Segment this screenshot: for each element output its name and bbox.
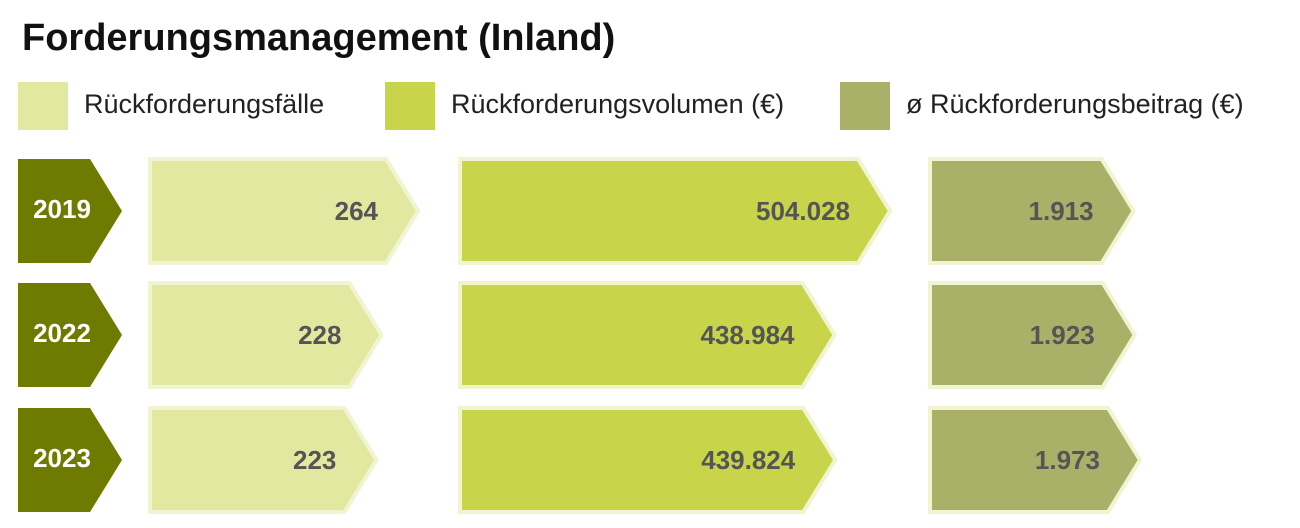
bar bbox=[928, 406, 1143, 514]
value-label: 1.913 bbox=[1029, 196, 1094, 226]
bar bbox=[458, 406, 838, 514]
bar bbox=[458, 281, 837, 389]
bar bbox=[148, 157, 421, 265]
category-label: 2019 bbox=[33, 194, 91, 224]
value-label: 438.984 bbox=[701, 320, 796, 350]
value-label: 1.973 bbox=[1035, 445, 1100, 475]
value-label: 1.923 bbox=[1030, 320, 1095, 350]
legend-label: ø Rückforderungsbeitrag (€) bbox=[906, 89, 1244, 119]
legend-swatch bbox=[385, 82, 435, 130]
category-label: 2022 bbox=[33, 318, 91, 348]
bar bbox=[148, 281, 384, 389]
legend-swatch bbox=[18, 82, 68, 130]
value-label: 264 bbox=[335, 196, 379, 226]
value-label: 439.824 bbox=[701, 445, 796, 475]
value-label: 228 bbox=[298, 320, 341, 350]
bar bbox=[928, 157, 1136, 265]
value-label: 223 bbox=[293, 445, 336, 475]
legend-swatch bbox=[840, 82, 890, 130]
category-arrow bbox=[18, 283, 122, 387]
legend-label: Rückforderungsvolumen (€) bbox=[451, 89, 784, 119]
bar bbox=[458, 157, 893, 265]
category-label: 2023 bbox=[33, 443, 91, 473]
category-arrow bbox=[18, 159, 122, 263]
chart-title: Forderungsmanagement (Inland) bbox=[22, 17, 615, 59]
bar bbox=[928, 281, 1138, 389]
bar bbox=[148, 406, 379, 514]
value-label: 504.028 bbox=[756, 196, 850, 226]
category-arrow bbox=[18, 408, 122, 512]
legend-label: Rückforderungsfälle bbox=[84, 89, 324, 119]
